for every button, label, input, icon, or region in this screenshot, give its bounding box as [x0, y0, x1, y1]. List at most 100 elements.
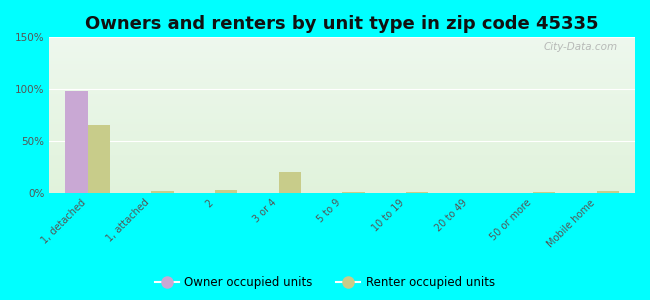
- Bar: [49, 75, 635, 76]
- Bar: [49, 153, 635, 154]
- Bar: [49, 86, 635, 87]
- Bar: [49, 120, 635, 121]
- Bar: [49, 183, 635, 184]
- Bar: [49, 76, 635, 77]
- Bar: [49, 172, 635, 173]
- Bar: [49, 170, 635, 171]
- Bar: [49, 90, 635, 91]
- Bar: [49, 104, 635, 105]
- Bar: [49, 91, 635, 92]
- Bar: [49, 144, 635, 145]
- Bar: [49, 102, 635, 103]
- Bar: [49, 142, 635, 143]
- Bar: [49, 79, 635, 80]
- Bar: [49, 115, 635, 116]
- Bar: [49, 88, 635, 89]
- Bar: [49, 123, 635, 124]
- Bar: [49, 124, 635, 125]
- Bar: [49, 156, 635, 157]
- Bar: [49, 55, 635, 56]
- Bar: [49, 190, 635, 191]
- Bar: [49, 94, 635, 95]
- Bar: [49, 182, 635, 183]
- Bar: [49, 149, 635, 150]
- Bar: [49, 148, 635, 149]
- Bar: [49, 111, 635, 112]
- Bar: [343, 192, 365, 193]
- Bar: [49, 181, 635, 182]
- Bar: [49, 52, 635, 53]
- Bar: [49, 150, 635, 151]
- Bar: [49, 129, 635, 130]
- Bar: [49, 177, 635, 178]
- Bar: [49, 180, 635, 181]
- Bar: [49, 57, 635, 58]
- Bar: [49, 89, 635, 90]
- Bar: [49, 158, 635, 159]
- Bar: [49, 117, 635, 118]
- Bar: [49, 146, 635, 147]
- Bar: [49, 130, 635, 131]
- Bar: [49, 48, 635, 49]
- Bar: [49, 141, 635, 142]
- Bar: [49, 119, 635, 120]
- Bar: [49, 66, 635, 67]
- Bar: [49, 82, 635, 83]
- Bar: [49, 59, 635, 60]
- Bar: [49, 85, 635, 86]
- Bar: [49, 43, 635, 44]
- Bar: [49, 45, 635, 46]
- Bar: [49, 157, 635, 158]
- Bar: [49, 54, 635, 55]
- Bar: [49, 140, 635, 141]
- Bar: [49, 92, 635, 93]
- Bar: [49, 81, 635, 82]
- Bar: [49, 74, 635, 75]
- Bar: [49, 96, 635, 97]
- Bar: [49, 97, 635, 98]
- Bar: [49, 173, 635, 174]
- Bar: [49, 128, 635, 129]
- Bar: [597, 190, 619, 193]
- Bar: [49, 78, 635, 79]
- Bar: [49, 108, 635, 109]
- Bar: [49, 134, 635, 135]
- Bar: [49, 136, 635, 137]
- Bar: [215, 190, 237, 193]
- Bar: [49, 95, 635, 96]
- Bar: [49, 83, 635, 84]
- Bar: [49, 46, 635, 47]
- Bar: [49, 42, 635, 43]
- Bar: [49, 168, 635, 169]
- Bar: [49, 125, 635, 126]
- Bar: [49, 68, 635, 69]
- Bar: [49, 159, 635, 160]
- Bar: [49, 152, 635, 153]
- Bar: [49, 185, 635, 186]
- Bar: [49, 155, 635, 156]
- Bar: [49, 60, 635, 61]
- Bar: [49, 174, 635, 175]
- Bar: [49, 192, 635, 193]
- Bar: [151, 190, 174, 193]
- Bar: [49, 82, 635, 83]
- Bar: [49, 151, 635, 152]
- Bar: [49, 116, 635, 117]
- Bar: [49, 49, 635, 50]
- Bar: [49, 179, 635, 180]
- Bar: [406, 192, 428, 193]
- Bar: [49, 107, 635, 108]
- Bar: [49, 62, 635, 63]
- Bar: [49, 189, 635, 190]
- Bar: [49, 165, 635, 166]
- Legend: Owner occupied units, Renter occupied units: Owner occupied units, Renter occupied un…: [150, 272, 500, 294]
- Bar: [49, 145, 635, 146]
- Bar: [49, 137, 635, 138]
- Bar: [88, 125, 110, 193]
- Bar: [49, 191, 635, 192]
- Bar: [49, 160, 635, 161]
- Bar: [49, 135, 635, 136]
- Bar: [49, 138, 635, 139]
- Bar: [49, 53, 635, 54]
- Bar: [49, 37, 635, 38]
